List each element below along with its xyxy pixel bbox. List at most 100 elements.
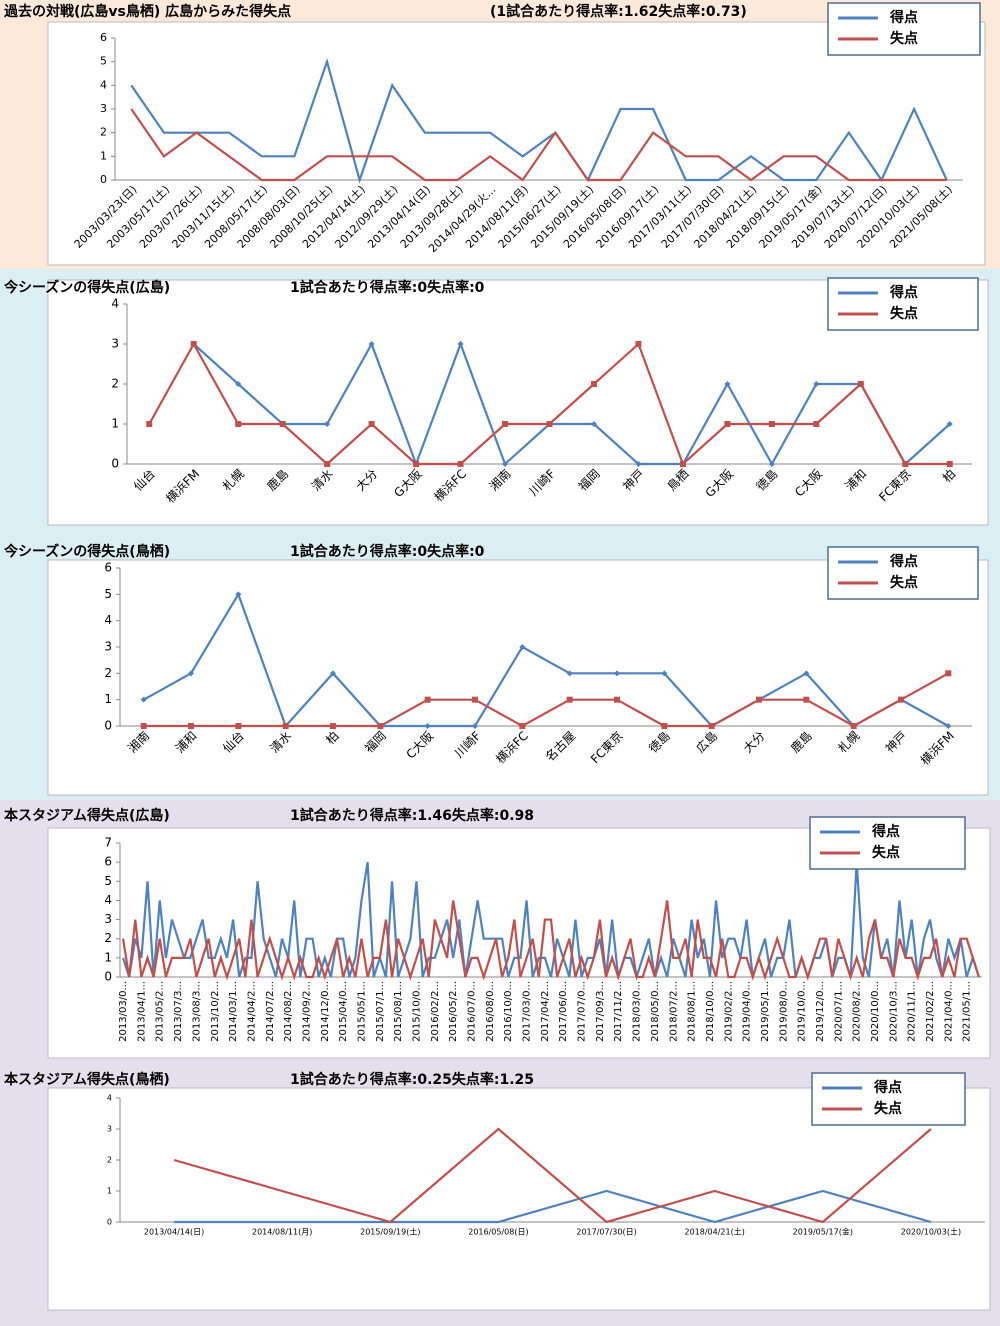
- x-tick-label: 2015/07/1...: [375, 981, 386, 1042]
- point-marker: [803, 670, 810, 677]
- y-tick-label: 3: [111, 337, 119, 351]
- x-tick-label: 2017/03/0...: [522, 981, 533, 1042]
- y-tick-label: 1: [104, 950, 112, 964]
- point-marker: [279, 421, 286, 427]
- point-marker: [902, 461, 909, 467]
- chart-panel: 過去の対戦(広島vs鳥栖) 広島からみた得失点 (1試合あたり得点率:1.62失点…: [0, 0, 1000, 269]
- y-tick-label: 4: [104, 613, 112, 627]
- x-tick-label: 2013/07/3...: [173, 981, 184, 1042]
- x-tick-label: 2014/03/1...: [228, 981, 239, 1042]
- x-tick-label: 2020/11/1...: [907, 981, 918, 1042]
- point-marker: [803, 696, 810, 703]
- y-tick-label: 4: [111, 297, 119, 311]
- y-tick-label: 5: [104, 587, 112, 601]
- point-marker: [756, 696, 762, 703]
- y-tick-label: 4: [104, 893, 112, 907]
- x-tick-label: 2019/08/0...: [778, 981, 789, 1042]
- x-tick-label: 2020/07/1...: [833, 981, 844, 1042]
- point-marker: [519, 644, 526, 650]
- y-tick-label: 3: [107, 1125, 112, 1134]
- legend-box: [827, 277, 979, 331]
- point-marker: [850, 723, 857, 729]
- x-tick-label: 2017/04/2...: [540, 981, 551, 1042]
- x-tick-label: 2016/08/0...: [485, 981, 496, 1042]
- legend-label: 得点: [889, 553, 918, 570]
- point-marker: [502, 461, 509, 467]
- point-marker: [566, 670, 573, 677]
- point-marker: [424, 696, 431, 703]
- x-tick-label: 2016/05/2...: [448, 981, 459, 1042]
- y-tick-label: 5: [104, 874, 112, 888]
- x-tick-label: 2016/02/2...: [430, 981, 441, 1042]
- point-marker: [472, 723, 478, 729]
- x-tick-label: 2021/02/2...: [925, 981, 936, 1042]
- point-marker: [614, 696, 620, 703]
- legend-box: [811, 1072, 966, 1126]
- point-marker: [235, 421, 242, 427]
- x-tick-label: 2015/08/1...: [393, 981, 404, 1042]
- x-tick-label: 2013/03/0...: [118, 981, 129, 1042]
- point-marker: [946, 421, 953, 427]
- point-marker: [140, 723, 147, 729]
- x-tick-label: 2015/10/0...: [412, 981, 423, 1042]
- point-marker: [188, 670, 194, 677]
- point-marker: [235, 723, 242, 729]
- point-marker: [324, 461, 331, 467]
- point-marker: [945, 723, 952, 729]
- chart-title: 本スタジアム得失点(鳥栖): [4, 1071, 170, 1088]
- chart-panel: 本スタジアム得失点(鳥栖) 1試合あたり得点率:0.25失点率:1.25 0 1 2 3 4…: [0, 1063, 1000, 1326]
- x-tick-label: 2021/04/0...: [943, 981, 954, 1042]
- point-marker: [324, 421, 331, 427]
- chart-area: [47, 21, 986, 266]
- point-marker: [590, 421, 597, 427]
- y-tick-label: 2: [104, 666, 112, 680]
- series-line: [174, 1189, 932, 1224]
- point-marker: [679, 461, 686, 467]
- point-marker: [813, 421, 820, 427]
- y-tick-label: 6: [104, 561, 112, 575]
- legend-label: 失点: [872, 844, 900, 861]
- x-tick-label: 2014/07/2...: [265, 981, 276, 1042]
- point-marker: [140, 696, 147, 703]
- point-marker: [566, 696, 573, 703]
- legend-label: 得点: [871, 823, 900, 840]
- chart-subtitle: 1試合あたり得点率:0.25失点率:1.25: [290, 1071, 534, 1088]
- x-tick-label: 2018/03/0...: [632, 981, 643, 1042]
- x-tick-label: 2013/04/1...: [136, 981, 147, 1042]
- x-tick-label: 2018/04/21(土): [685, 1227, 745, 1237]
- y-tick-label: 2: [100, 126, 107, 139]
- point-marker: [502, 421, 509, 427]
- x-tick-label: 2014/12/0...: [320, 981, 331, 1042]
- series-line: [130, 108, 947, 182]
- y-tick-label: 3: [100, 102, 107, 115]
- x-tick-label: 2014/04/2...: [246, 981, 257, 1042]
- chart-title: 今シーズンの得失点(広島): [3, 279, 170, 296]
- point-marker: [472, 696, 478, 703]
- chart-subtitle: 1試合あたり得点率:1.46失点率:0.98: [290, 807, 534, 824]
- series-line: [192, 340, 951, 468]
- point-marker: [330, 723, 336, 729]
- chart-title: 過去の対戦(広島vs鳥栖) 広島からみた得失点: [3, 3, 291, 20]
- y-tick-label: 4: [107, 1094, 112, 1103]
- y-tick-label: 5: [100, 55, 107, 68]
- point-marker: [368, 341, 375, 347]
- x-tick-label: 2016/07/0...: [467, 981, 478, 1042]
- x-tick-label: 2019/10/0...: [797, 981, 808, 1042]
- y-tick-label: 0: [100, 173, 107, 186]
- x-tick-label: 2020/10/03(土): [901, 1227, 961, 1237]
- point-marker: [590, 381, 597, 387]
- x-tick-label: 2017/07/0...: [577, 981, 588, 1042]
- x-tick-label: 2018/05/0...: [650, 981, 661, 1042]
- point-marker: [235, 591, 242, 598]
- point-marker: [188, 723, 194, 729]
- point-marker: [945, 670, 952, 677]
- point-marker: [377, 723, 384, 729]
- x-tick-label: 2019/02/2...: [723, 981, 734, 1042]
- x-tick-label: 2017/06/0...: [558, 981, 569, 1042]
- y-tick-label: 1: [100, 149, 107, 162]
- series-line: [122, 861, 980, 981]
- point-marker: [635, 341, 642, 347]
- point-marker: [190, 341, 197, 347]
- point-marker: [519, 723, 526, 729]
